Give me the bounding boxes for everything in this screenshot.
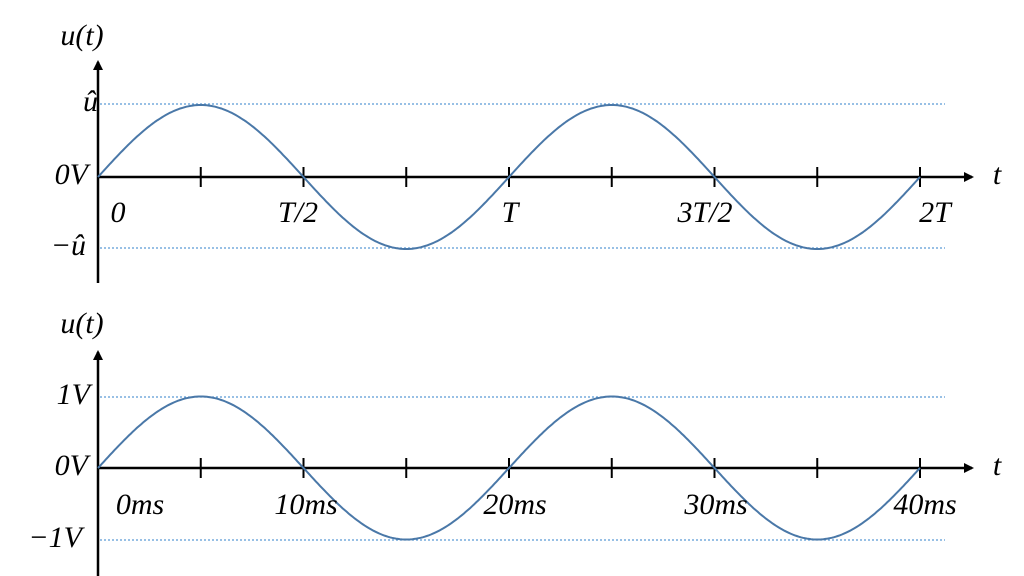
x-tick-label: 20ms	[483, 488, 546, 521]
x-axis-label: t	[993, 158, 1002, 191]
sine-curve	[97, 395, 921, 541]
y-axis-label: u(t)	[60, 19, 103, 52]
y-tick-label: 0V	[55, 449, 92, 482]
x-tick-label: 30ms	[683, 488, 747, 521]
sine-curve	[97, 104, 921, 250]
x-tick-label: 40ms	[893, 488, 956, 521]
y-tick-label: −1V	[28, 521, 85, 554]
panel: u(t) t 1V 0V −1V 0ms 10ms 20ms 30ms 40ms	[28, 307, 1002, 576]
x-axis-label: t	[993, 449, 1002, 482]
x-tick-label: 0ms	[116, 488, 164, 521]
y-axis-label: u(t)	[60, 307, 103, 340]
x-tick-label: T	[502, 196, 521, 229]
x-tick-label: 2T	[919, 196, 953, 229]
y-tick-label: 1V	[57, 378, 94, 411]
x-tick-label: 3T/2	[676, 196, 732, 229]
x-tick-label: T/2	[278, 196, 318, 229]
panel: u(t) t û 0V −û 0 T/2 T 3T/2 2T	[51, 19, 1002, 283]
y-tick-label: 0V	[55, 158, 92, 191]
x-tick-label: 0	[111, 196, 126, 229]
x-tick-label: 10ms	[274, 488, 337, 521]
y-tick-label: −û	[51, 229, 86, 262]
y-tick-label: û	[83, 85, 98, 118]
